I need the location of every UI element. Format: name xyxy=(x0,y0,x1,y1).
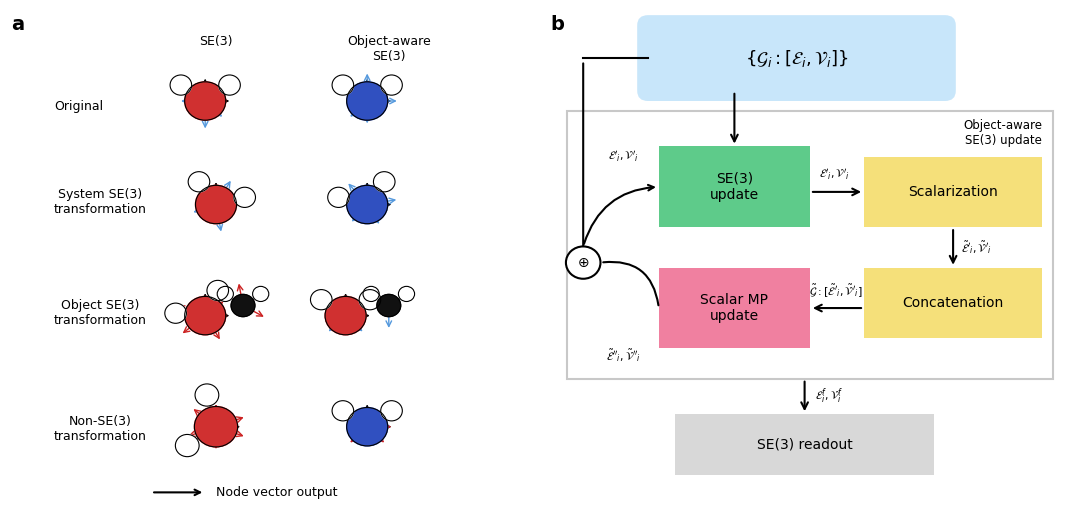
Text: Object-aware
SE(3): Object-aware SE(3) xyxy=(347,35,431,63)
Circle shape xyxy=(566,246,600,279)
Text: $\{\mathcal{G}_i:[\mathcal{E}_i,\mathcal{V}_i]\}$: $\{\mathcal{G}_i:[\mathcal{E}_i,\mathcal… xyxy=(745,47,848,69)
Text: Object-aware
SE(3) update: Object-aware SE(3) update xyxy=(963,119,1042,146)
Circle shape xyxy=(185,296,226,335)
Circle shape xyxy=(310,289,332,310)
Circle shape xyxy=(363,286,379,301)
Circle shape xyxy=(374,172,395,192)
FancyBboxPatch shape xyxy=(637,15,956,101)
Circle shape xyxy=(399,286,415,301)
Text: Node vector output: Node vector output xyxy=(216,486,337,499)
Circle shape xyxy=(195,185,237,224)
Text: Original: Original xyxy=(54,99,103,113)
Circle shape xyxy=(170,75,191,95)
FancyBboxPatch shape xyxy=(659,268,810,348)
Text: SE(3) readout: SE(3) readout xyxy=(757,437,852,451)
Text: $\tilde{\mathcal{E}}''_i,\tilde{\mathcal{V}}''_i$: $\tilde{\mathcal{E}}''_i,\tilde{\mathcal… xyxy=(606,347,642,365)
Circle shape xyxy=(217,286,233,301)
Text: Scalar MP
update: Scalar MP update xyxy=(701,293,768,323)
Text: $\oplus$: $\oplus$ xyxy=(577,256,590,270)
Text: a: a xyxy=(11,15,24,34)
Circle shape xyxy=(185,82,226,120)
Text: $\mathcal{E}'_i,\mathcal{V}'_i$: $\mathcal{E}'_i,\mathcal{V}'_i$ xyxy=(819,167,850,182)
FancyBboxPatch shape xyxy=(659,146,810,227)
Text: Scalarization: Scalarization xyxy=(908,185,998,199)
Circle shape xyxy=(219,75,241,95)
Circle shape xyxy=(327,187,349,208)
Circle shape xyxy=(194,407,238,447)
Circle shape xyxy=(332,400,353,421)
Circle shape xyxy=(381,75,403,95)
Circle shape xyxy=(332,75,353,95)
Circle shape xyxy=(188,172,210,192)
Text: SE(3): SE(3) xyxy=(199,35,233,48)
Circle shape xyxy=(207,280,229,300)
Circle shape xyxy=(195,384,219,406)
Text: Object SE(3)
transformation: Object SE(3) transformation xyxy=(54,299,147,327)
Text: b: b xyxy=(551,15,565,34)
Text: SE(3)
update: SE(3) update xyxy=(710,172,759,202)
Text: $\tilde{\mathcal{E}}'_i,\tilde{\mathcal{V}}'_i$: $\tilde{\mathcal{E}}'_i,\tilde{\mathcal{… xyxy=(961,239,993,256)
FancyBboxPatch shape xyxy=(567,111,1053,379)
Circle shape xyxy=(165,303,187,323)
Circle shape xyxy=(175,434,199,457)
Circle shape xyxy=(360,289,381,310)
Text: $\mathcal{E}^f_i,\mathcal{V}^f_i$: $\mathcal{E}^f_i,\mathcal{V}^f_i$ xyxy=(815,387,843,406)
Circle shape xyxy=(347,185,388,224)
Circle shape xyxy=(231,294,255,317)
Circle shape xyxy=(234,187,256,208)
Circle shape xyxy=(253,286,269,301)
Circle shape xyxy=(377,294,401,317)
FancyBboxPatch shape xyxy=(864,268,1042,338)
Text: Concatenation: Concatenation xyxy=(903,296,1003,310)
Text: System SE(3)
transformation: System SE(3) transformation xyxy=(54,188,147,216)
Text: $\tilde{\mathcal{G}}:[\tilde{\mathcal{E}}'_i,\tilde{\mathcal{V}}'_i]$: $\tilde{\mathcal{G}}:[\tilde{\mathcal{E}… xyxy=(809,282,863,299)
Circle shape xyxy=(347,82,388,120)
Text: Non-SE(3)
transformation: Non-SE(3) transformation xyxy=(54,415,147,443)
FancyBboxPatch shape xyxy=(675,414,934,475)
FancyBboxPatch shape xyxy=(864,157,1042,227)
Circle shape xyxy=(325,296,366,335)
Circle shape xyxy=(347,408,388,446)
Text: $\mathcal{E}'_i,\mathcal{V}'_i$: $\mathcal{E}'_i,\mathcal{V}'_i$ xyxy=(608,149,639,164)
Circle shape xyxy=(381,400,403,421)
